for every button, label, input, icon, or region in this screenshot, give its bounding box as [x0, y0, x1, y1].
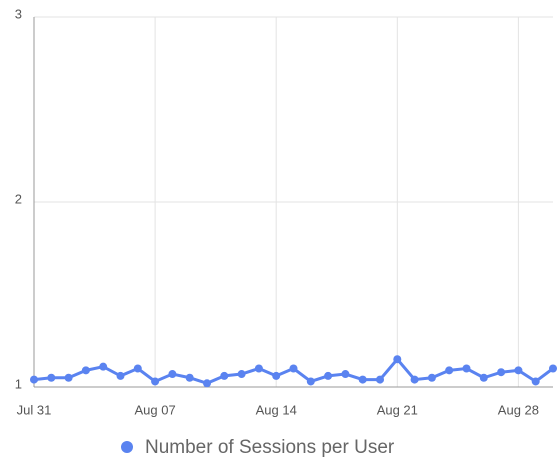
x-tick-label: Aug 14 — [256, 402, 297, 417]
legend-label: Number of Sessions per User — [145, 437, 395, 458]
data-point — [116, 371, 125, 380]
data-point — [30, 375, 38, 384]
data-point — [445, 366, 454, 375]
data-point — [306, 377, 315, 386]
data-point — [462, 364, 471, 373]
data-point — [81, 366, 90, 375]
data-point — [341, 370, 350, 379]
data-point — [185, 373, 194, 382]
data-point — [531, 377, 540, 386]
x-tick-label: Aug 21 — [377, 402, 418, 417]
data-point — [133, 364, 142, 373]
y-tick-label: 2 — [15, 191, 22, 206]
data-point — [324, 371, 333, 380]
x-tick-label: Aug 07 — [134, 402, 175, 417]
data-point — [203, 379, 211, 388]
data-point — [220, 371, 229, 380]
data-point — [358, 375, 367, 384]
data-point — [514, 366, 523, 375]
x-tick-label: Aug 28 — [498, 402, 539, 417]
data-point — [237, 370, 246, 379]
data-point — [549, 364, 557, 373]
legend-marker — [121, 441, 133, 453]
data-point — [47, 373, 56, 382]
data-point — [272, 371, 281, 380]
data-point — [376, 375, 384, 384]
data-point — [427, 373, 436, 382]
data-point — [151, 377, 160, 386]
data-point — [393, 355, 402, 364]
data-point — [479, 373, 488, 382]
data-point — [254, 364, 263, 373]
data-point — [64, 373, 73, 382]
y-tick-label: 1 — [15, 376, 22, 391]
data-point — [99, 362, 108, 371]
data-point — [289, 364, 298, 373]
x-tick-label: Jul 31 — [17, 402, 52, 417]
data-point — [410, 375, 419, 384]
data-point — [497, 368, 506, 377]
y-tick-label: 3 — [15, 6, 22, 21]
data-point — [168, 370, 177, 379]
